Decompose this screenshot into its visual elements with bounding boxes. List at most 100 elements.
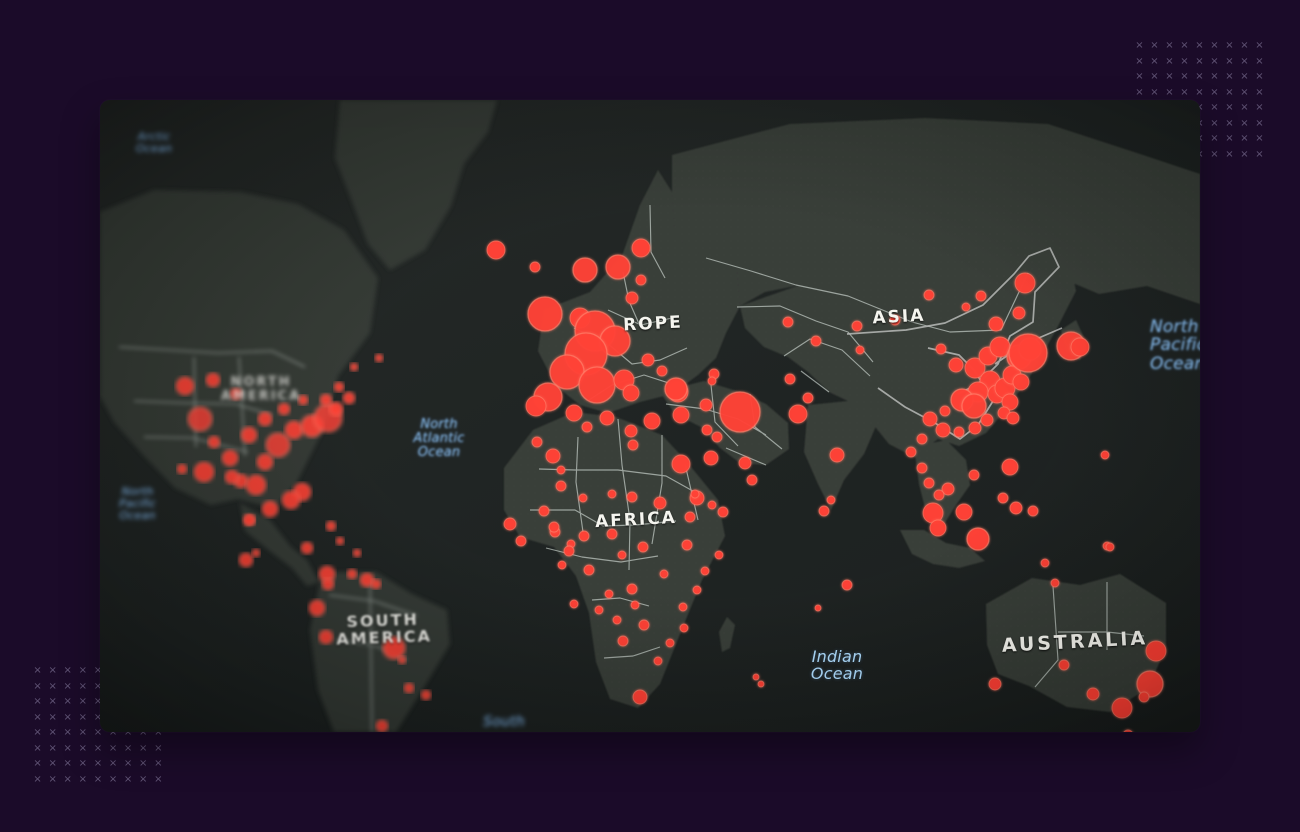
outbreak-marker [679,623,689,633]
outbreak-marker [757,680,765,688]
outbreak-marker [916,462,928,474]
outbreak-marker [221,449,239,467]
decorative-x-mark: × [48,680,57,692]
outbreak-marker [333,381,345,393]
outbreak-marker [176,463,188,475]
outbreak-marker [841,579,853,591]
outbreak-marker [851,320,863,332]
outbreak-marker [975,290,987,302]
decorative-x-mark: × [1210,86,1219,98]
outbreak-marker [802,392,814,404]
ocean-label-north-pacific-left: North Pacific Ocean [119,485,156,522]
decorative-x-mark: × [1240,133,1249,144]
outbreak-marker [403,682,415,694]
outbreak-marker [265,432,291,458]
decorative-x-mark: × [78,773,88,785]
outbreak-marker [420,689,432,701]
outbreak-marker [374,353,384,363]
outbreak-marker [630,600,640,610]
outbreak-marker [1006,411,1020,425]
decorative-x-mark: × [63,773,72,785]
decorative-x-mark: × [33,696,42,707]
decorative-x-mark: × [63,696,72,707]
outbreak-marker [1123,729,1133,732]
decorative-x-mark: × [154,742,163,754]
outbreak-marker [961,302,971,312]
decorative-x-mark: × [1225,133,1234,144]
outbreak-marker [594,605,604,615]
outbreak-marker [631,238,651,258]
continent-label-europe: ROPE [622,312,684,336]
outbreak-marker [1008,333,1048,373]
outbreak-marker [814,604,822,612]
outbreak-marker [941,482,955,496]
decorative-x-mark: × [1210,71,1219,82]
outbreak-marker [370,578,382,590]
decorative-x-mark: × [1150,86,1159,98]
outbreak-marker [889,314,901,326]
decorative-x-mark: × [1135,71,1144,82]
outbreak-marker [923,477,935,489]
ocean-label-indian: Indian Ocean [810,647,864,684]
decorative-x-mark: × [48,711,57,723]
outbreak-marker [569,599,579,609]
decorative-x-mark: × [1240,40,1249,51]
outbreak-marker [375,719,389,732]
outbreak-marker [966,527,990,551]
decorative-x-mark: × [63,758,72,769]
outbreak-marker [352,548,362,558]
decorative-x-mark: × [1135,55,1144,67]
ocean-label-north-pacific-right: North Pacific Ocean [1150,317,1200,374]
outbreak-marker [486,240,506,260]
outbreak-marker [557,560,567,570]
outbreak-marker [335,536,345,546]
outbreak-marker [527,296,563,332]
decorative-x-mark: × [48,727,57,738]
outbreak-marker [617,550,627,560]
decorative-x-mark: × [78,742,88,754]
decorative-x-mark: × [1240,55,1249,67]
decorative-x-mark: × [1165,71,1174,82]
outbreak-marker [1086,687,1100,701]
australia-borders [1034,582,1145,688]
outbreak-marker [242,513,256,527]
decorative-x-mark: × [123,773,133,785]
decorative-x-mark: × [123,758,133,769]
outbreak-marker [717,506,729,518]
continent-label-south-america: SOUTH AMERICA [335,609,433,649]
decorative-x-mark: × [1165,86,1174,98]
outbreak-marker [714,550,724,560]
decorative-x-mark: × [1225,117,1234,129]
outbreak-marker [529,261,541,273]
decorative-x-mark: × [1225,86,1234,98]
decorative-x-mark: × [33,758,42,769]
decorative-x-mark: × [1255,133,1264,144]
decorative-x-mark: × [1150,40,1159,51]
decorative-x-mark: × [1210,133,1219,144]
decorative-x-mark: × [33,680,42,692]
decorative-x-mark: × [93,696,103,707]
outbreak-marker [1138,691,1150,703]
outbreak-marker [638,619,650,631]
decorative-x-mark: × [63,680,72,692]
outbreak-marker [207,435,221,449]
decorative-x-mark: × [1240,86,1249,98]
decorative-x-mark: × [33,665,42,676]
decorative-x-mark: × [1195,71,1204,82]
australia-landmass [986,574,1166,712]
outbreak-marker [788,404,808,424]
outbreak-marker [1105,542,1115,552]
outbreak-marker [1012,373,1030,391]
outbreak-marker [672,406,690,424]
decorative-x-mark: × [1240,117,1249,129]
outbreak-marker [707,500,717,510]
outbreak-marker [342,391,356,405]
outbreak-marker [581,421,593,433]
outbreak-marker [916,433,928,445]
madagascar-landmass [719,617,735,652]
decorative-x-mark: × [1240,148,1249,160]
decorative-x-mark: × [139,758,148,769]
outbreak-marker [641,353,655,367]
decorative-x-mark: × [1150,55,1159,67]
outbreak-marker [626,583,638,595]
